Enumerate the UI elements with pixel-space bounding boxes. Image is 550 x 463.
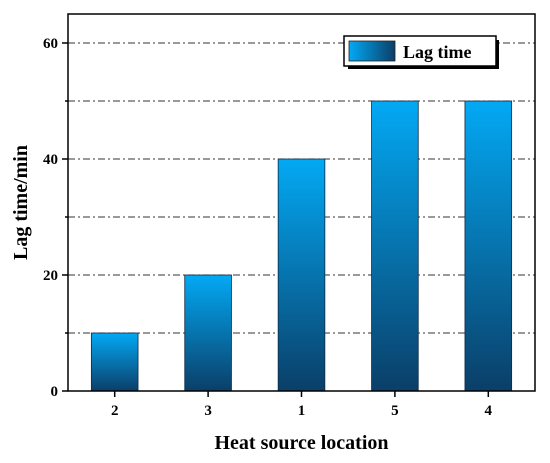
bar xyxy=(371,100,419,392)
legend-label: Lag time xyxy=(403,42,471,62)
legend-shadow-bottom xyxy=(348,66,499,69)
bars xyxy=(90,100,513,392)
gridlines xyxy=(68,42,535,334)
y-tick-label: 0 xyxy=(51,384,59,400)
x-tick-label: 2 xyxy=(111,403,119,419)
x-tick-label: 4 xyxy=(485,403,493,419)
y-tick-label: 40 xyxy=(43,152,58,168)
x-tick-label: 1 xyxy=(298,403,306,419)
legend-swatch xyxy=(348,40,396,62)
bar xyxy=(184,274,232,392)
x-tick-label: 3 xyxy=(204,403,212,419)
bar xyxy=(90,332,139,392)
legend-shadow xyxy=(496,40,499,69)
x-tick-label: 5 xyxy=(391,403,399,419)
legend: Lag time xyxy=(343,35,499,69)
bar xyxy=(464,100,513,392)
bar xyxy=(277,158,326,392)
y-tick-label: 60 xyxy=(43,36,58,52)
y-tick-label: 20 xyxy=(43,268,58,284)
ticks: 0 20 40 60 2 3 1 5 4 xyxy=(43,36,493,419)
y-axis-title: Lag time/min xyxy=(10,145,32,260)
x-axis-title: Heat source location xyxy=(214,432,388,454)
